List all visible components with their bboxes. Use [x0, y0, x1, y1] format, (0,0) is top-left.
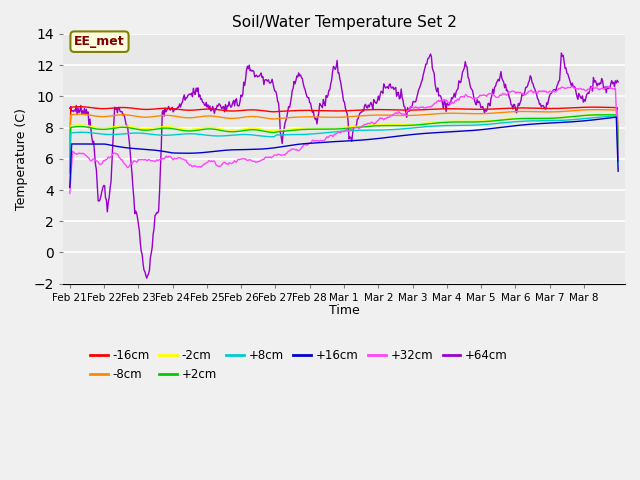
Title: Soil/Water Temperature Set 2: Soil/Water Temperature Set 2: [232, 15, 456, 30]
Y-axis label: Temperature (C): Temperature (C): [15, 108, 28, 210]
X-axis label: Time: Time: [328, 304, 359, 317]
Legend: -16cm, -8cm, -2cm, +2cm, +8cm, +16cm, +32cm, +64cm: -16cm, -8cm, -2cm, +2cm, +8cm, +16cm, +3…: [86, 345, 513, 386]
Text: EE_met: EE_met: [74, 35, 125, 48]
